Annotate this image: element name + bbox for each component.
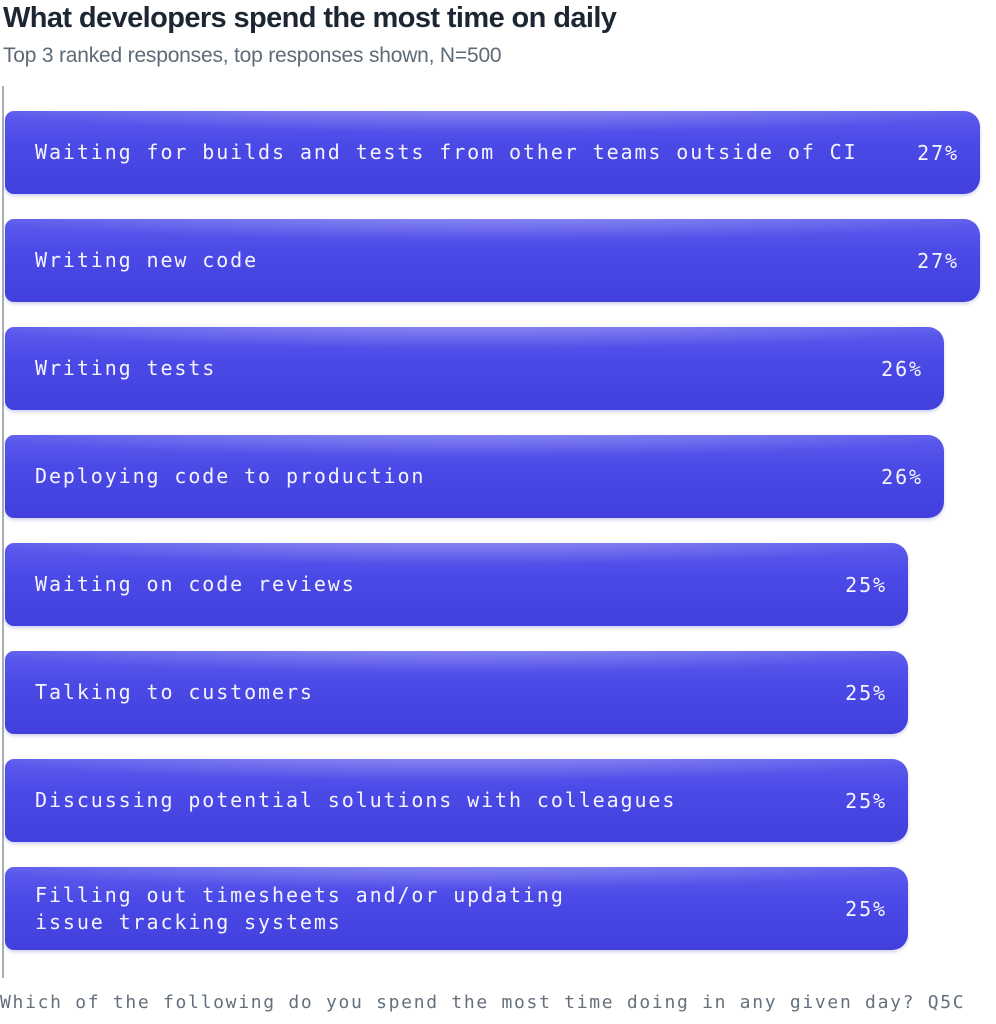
bar-row: Waiting on code reviews 25% (5, 543, 908, 627)
bar-label: Talking to customers (35, 680, 314, 705)
bar-value: 27% (917, 140, 959, 165)
bar-label: Writing tests (35, 356, 217, 381)
bar-label: Waiting on code reviews (35, 572, 356, 597)
bar-value: 26% (881, 356, 923, 381)
bar-row: Filling out timesheets and/or updating i… (5, 867, 908, 951)
bar-label: Filling out timesheets and/or updating i… (35, 882, 565, 934)
bar-group: Waiting for builds and tests from other … (5, 111, 980, 975)
bar-label: Waiting for builds and tests from other … (35, 140, 858, 165)
bar-row: Writing new code 27% (5, 219, 980, 303)
bar-row: Waiting for builds and tests from other … (5, 111, 980, 195)
bar-value: 25% (845, 896, 887, 921)
bar-value: 27% (917, 248, 959, 273)
bar-value: 25% (845, 788, 887, 813)
bar-value: 26% (881, 464, 923, 489)
page-subtitle: Top 3 ranked responses, top responses sh… (3, 44, 502, 68)
bar-label: Deploying code to production (35, 464, 426, 489)
page-title: What developers spend the most time on d… (3, 2, 617, 34)
bar-row: Deploying code to production 26% (5, 435, 944, 519)
survey-question-footnote: Which of the following do you spend the … (0, 992, 966, 1014)
bar-value: 25% (845, 572, 887, 597)
bar-row: Discussing potential solutions with coll… (5, 759, 908, 843)
bar-chart: Waiting for builds and tests from other … (0, 86, 996, 979)
bar-row: Writing tests 26% (5, 327, 944, 411)
y-axis-line (2, 86, 4, 979)
bar-row: Talking to customers 25% (5, 651, 908, 735)
bar-value: 25% (845, 680, 887, 705)
bar-label: Discussing potential solutions with coll… (35, 788, 677, 813)
bar-label: Writing new code (35, 248, 259, 273)
